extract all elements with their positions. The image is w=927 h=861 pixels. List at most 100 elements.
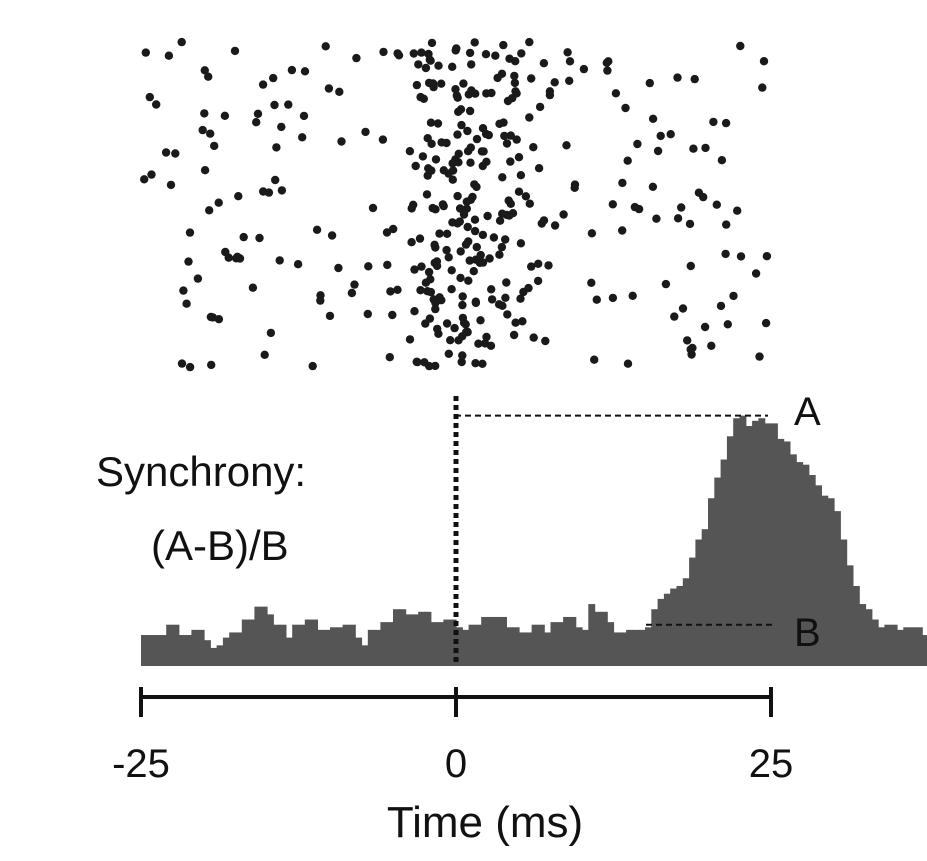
histogram-bar	[443, 619, 451, 666]
raster-spike-dot	[533, 276, 543, 286]
raster-spike-dot	[299, 111, 309, 121]
raster-spike-dot	[485, 254, 494, 263]
raster-spike-dot	[316, 296, 325, 305]
histogram-bar	[632, 629, 640, 666]
raster-spike-dot	[435, 229, 444, 238]
histogram-bar	[216, 645, 224, 666]
raster-spike-dot	[722, 220, 731, 229]
raster-spike-dot	[458, 292, 467, 301]
raster-spike-dot	[487, 295, 497, 304]
raster-spike-dot	[505, 211, 514, 220]
raster-spike-dot	[388, 310, 397, 320]
histogram-bar	[783, 441, 791, 666]
histogram-bar	[764, 423, 772, 666]
raster-spike-dot	[514, 187, 524, 196]
histogram-bar	[915, 627, 923, 666]
histogram-bar	[840, 539, 848, 666]
histogram-bar	[802, 464, 810, 666]
raster-spike-dot	[298, 133, 307, 142]
raster-spike-dot	[442, 245, 451, 255]
raster-spike-dot	[534, 164, 544, 173]
histogram-bar	[859, 604, 867, 666]
histogram-bar	[191, 629, 199, 666]
histogram-bar	[267, 614, 274, 666]
raster-spike-dot	[444, 253, 453, 262]
raster-spike-dot	[559, 210, 568, 219]
raster-spike-dot	[424, 267, 434, 277]
histogram-bar	[701, 529, 709, 666]
raster-spike-dot	[545, 87, 555, 96]
histogram-bar	[575, 627, 583, 666]
histogram-bar	[159, 635, 167, 666]
raster-spike-dot	[177, 37, 186, 47]
raster-plot	[140, 37, 772, 372]
raster-spike-dot	[350, 280, 359, 289]
raster-spike-dot	[421, 63, 431, 73]
histogram-bar	[487, 616, 495, 666]
raster-spike-dot	[415, 234, 425, 243]
raster-spike-dot	[645, 78, 654, 88]
histogram-bar	[462, 629, 470, 666]
raster-spike-dot	[565, 57, 575, 66]
raster-spike-dot	[368, 203, 378, 213]
raster-spike-dot	[269, 73, 278, 83]
raster-spike-dot	[471, 89, 480, 98]
raster-spike-dot	[412, 80, 422, 90]
raster-spike-dot	[252, 118, 261, 127]
raster-spike-dot	[417, 48, 426, 57]
raster-spike-dot	[461, 320, 470, 329]
raster-spike-dot	[455, 217, 464, 226]
raster-spike-dot	[411, 161, 420, 171]
histogram-bar	[298, 624, 306, 666]
raster-spike-dot	[266, 328, 276, 338]
raster-spike-dot	[618, 178, 627, 188]
raster-spike-dot	[200, 109, 209, 118]
raster-spike-dot	[525, 37, 534, 47]
raster-spike-dot	[529, 143, 538, 152]
raster-spike-dot	[762, 252, 772, 261]
histogram-bar	[304, 619, 312, 666]
raster-spike-dot	[200, 66, 209, 75]
x-tick-label: 0	[445, 742, 467, 786]
histogram-bar	[745, 425, 753, 666]
raster-spike-dot	[430, 240, 439, 249]
raster-spike-dot	[470, 180, 479, 189]
synchrony-formula: (A-B)/B	[151, 522, 289, 569]
histogram-bar	[235, 632, 243, 666]
peak-marker-label: A	[794, 390, 821, 434]
raster-spike-dot	[470, 226, 480, 236]
raster-spike-dot	[458, 300, 467, 310]
raster-spike-dot	[673, 73, 682, 82]
histogram-bar	[418, 611, 426, 666]
raster-spike-dot	[736, 252, 746, 261]
histogram-bar	[405, 614, 413, 666]
raster-spike-dot	[469, 267, 478, 276]
raster-spike-dot	[648, 114, 658, 124]
histogram-bar	[821, 495, 829, 666]
raster-spike-dot	[514, 153, 524, 162]
histogram-bar	[682, 578, 690, 666]
histogram-bar	[563, 616, 570, 666]
raster-spike-dot	[481, 50, 491, 59]
raster-spike-dot	[364, 262, 373, 271]
histogram-bar	[437, 622, 444, 666]
raster-spike-dot	[426, 118, 436, 127]
histogram-bar	[147, 635, 155, 666]
histogram-bar	[670, 588, 678, 666]
histogram-bar	[285, 637, 293, 666]
histogram-bar	[197, 629, 205, 666]
raster-spike-dot	[666, 130, 675, 139]
raster-spike-dot	[433, 119, 443, 128]
raster-spike-dot	[758, 83, 767, 92]
raster-spike-dot	[457, 120, 466, 130]
raster-spike-dot	[628, 291, 637, 300]
histogram-bar	[430, 622, 438, 666]
histogram-bar	[537, 624, 545, 666]
raster-spike-dot	[431, 155, 441, 164]
raster-spike-dot	[759, 57, 769, 66]
raster-spike-dot	[683, 336, 692, 345]
histogram-bar	[739, 415, 747, 666]
histogram-bar	[380, 622, 388, 666]
raster-spike-dot	[152, 100, 161, 109]
raster-spike-dot	[550, 221, 560, 230]
